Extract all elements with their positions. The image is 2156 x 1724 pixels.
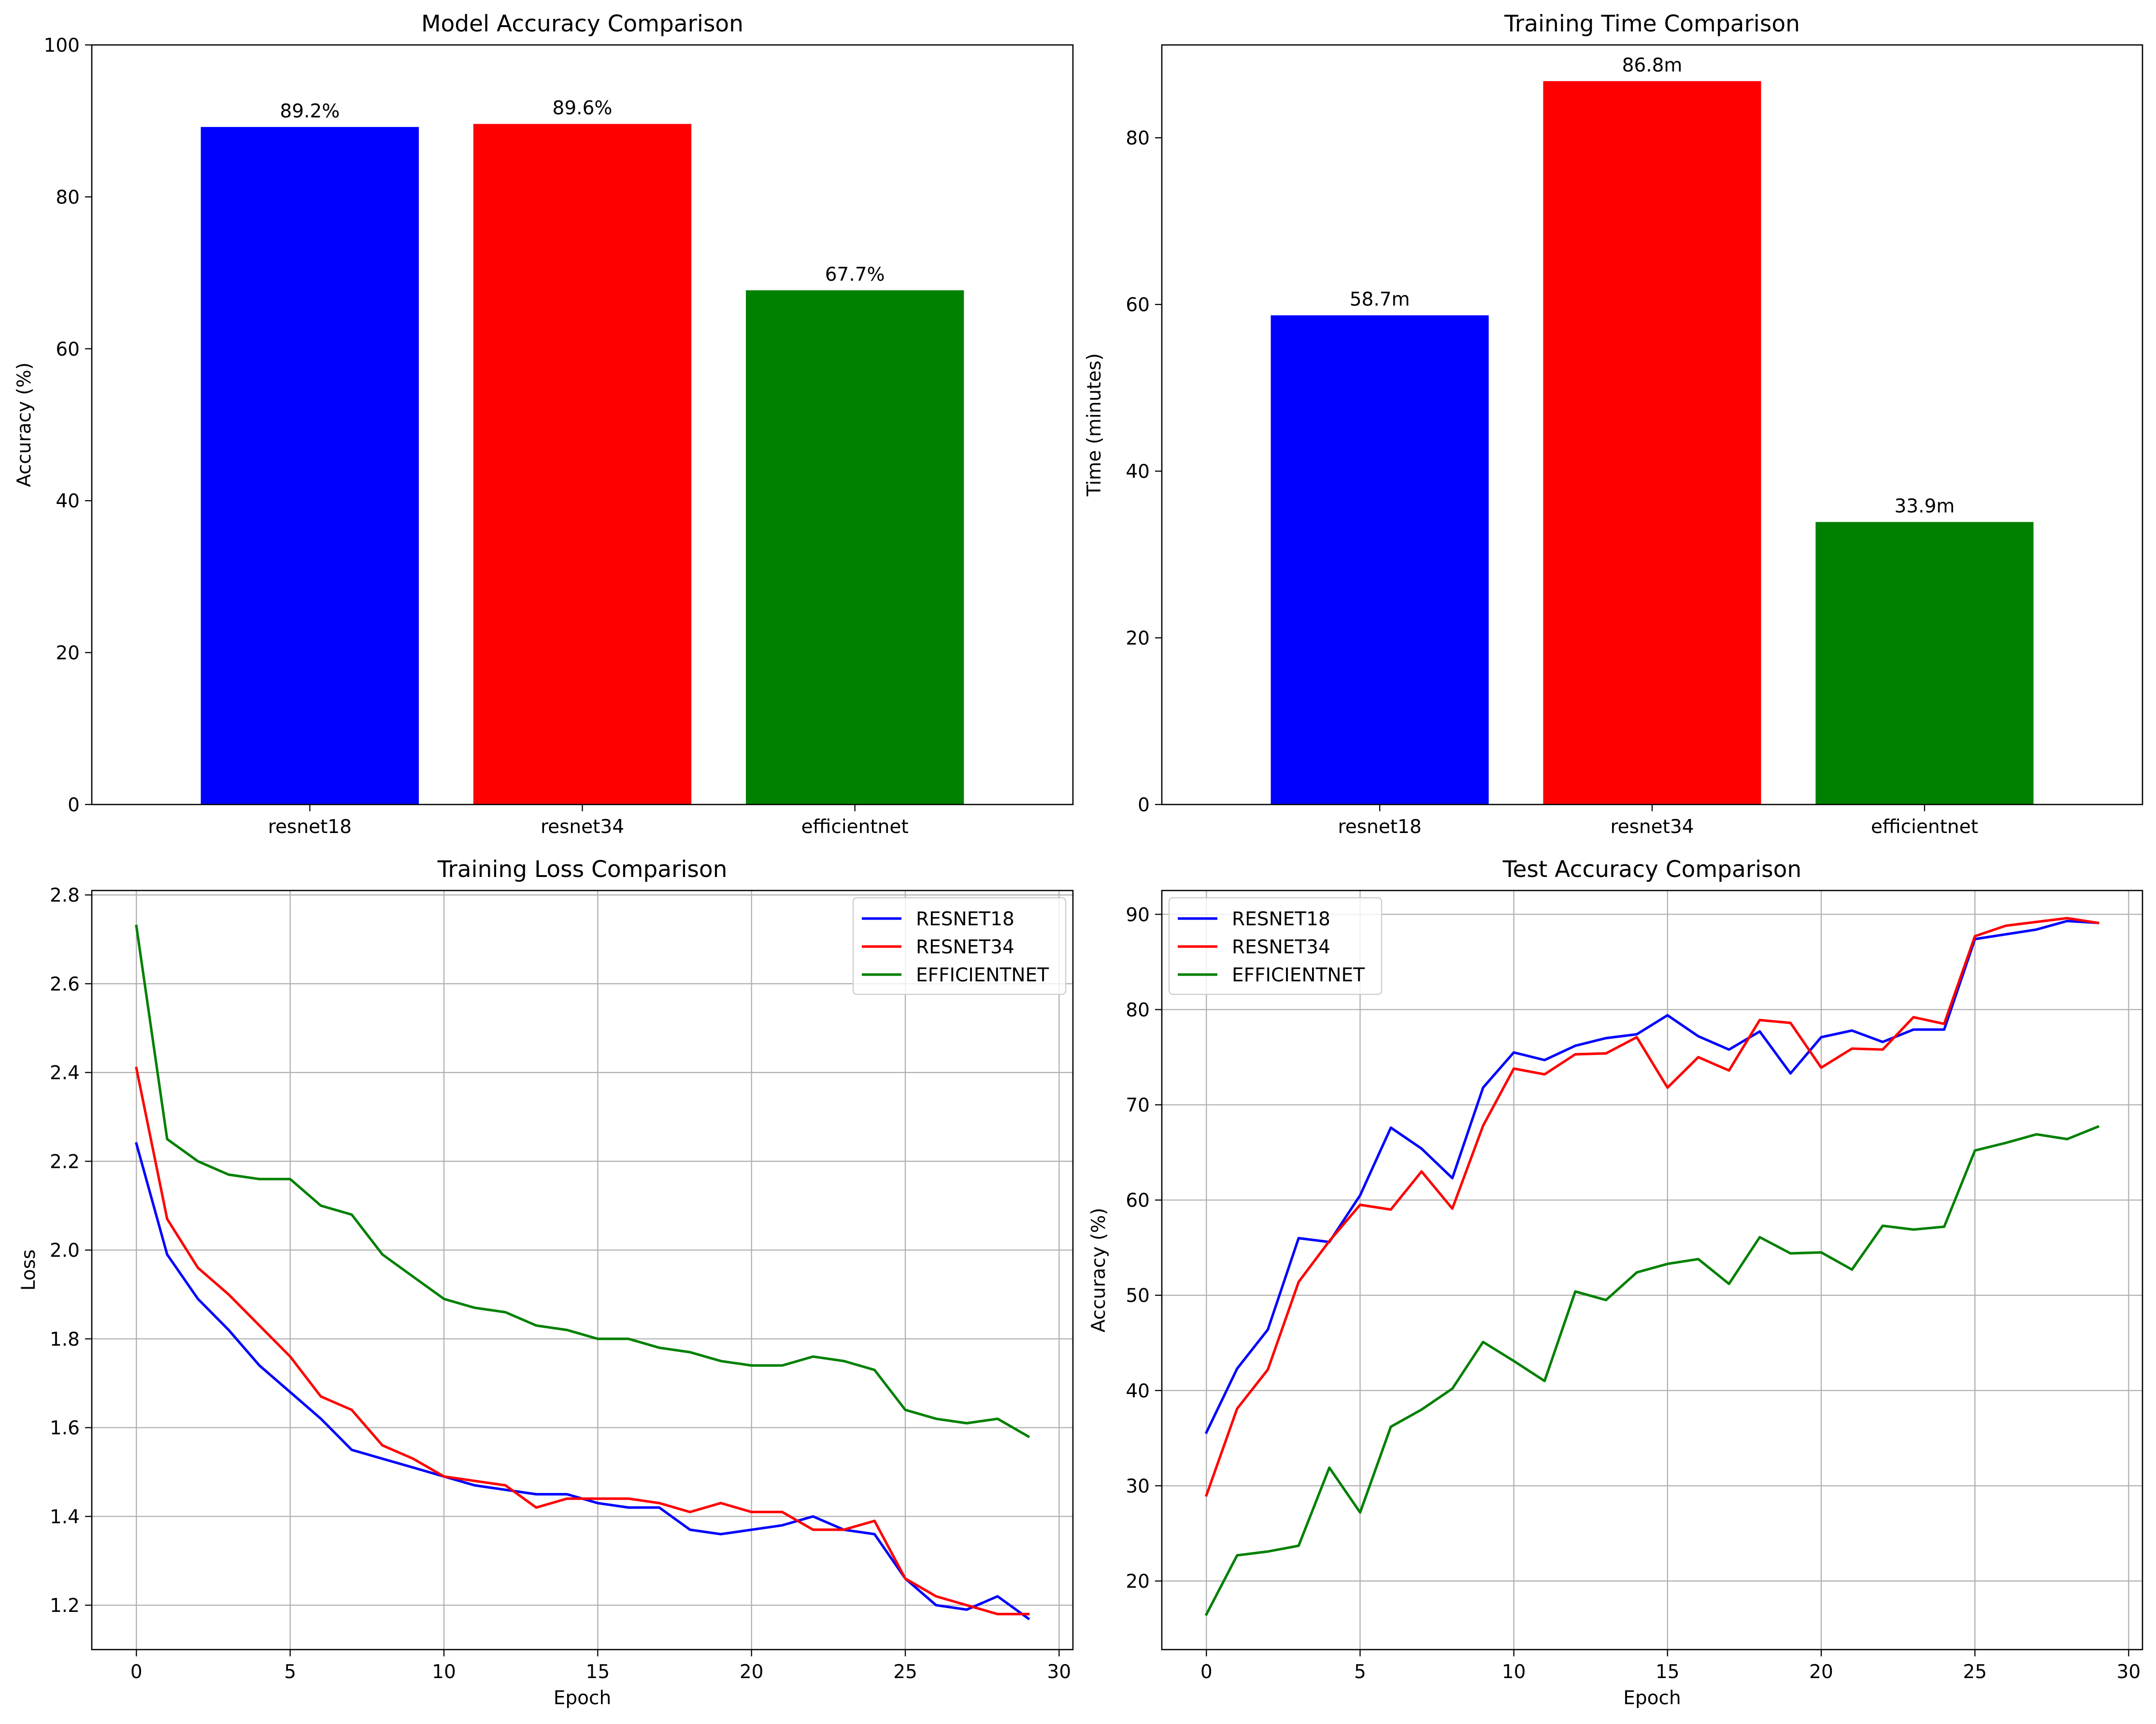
bar-resnet18 — [200, 127, 419, 805]
legend-box — [1168, 897, 1383, 995]
y-tick-label: 40 — [56, 490, 80, 512]
chart-1: 58.7m resnet18 86.8m resnet34 33.9m efficient… — [1084, 11, 2143, 838]
axes-frame — [91, 890, 1074, 1651]
y-tick-label: 1.4 — [50, 1506, 80, 1528]
x-tick-label: 5 — [284, 1661, 296, 1683]
legend-label: RESNET18 — [916, 908, 1014, 930]
bar-value-label: 33.9m — [1894, 495, 1955, 517]
y-tick-label: 2.4 — [50, 1063, 80, 1084]
y-tick-label: 2.2 — [50, 1151, 80, 1173]
x-axis-label: Epoch — [554, 1687, 611, 1709]
bar-resnet18 — [1271, 315, 1489, 805]
legend-label: EFFICIENTNET — [1232, 964, 1365, 986]
x-tick-label: efficientnet — [1871, 816, 1978, 838]
y-tick-label: 1.2 — [50, 1595, 80, 1617]
bar-resnet34 — [473, 124, 692, 805]
series-line-efficientnet — [135, 924, 1030, 1438]
y-tick-label: 2.0 — [50, 1240, 80, 1262]
y-tick-label: 1.6 — [50, 1418, 80, 1439]
y-tick-label: 80 — [56, 187, 80, 208]
x-tick-label: 20 — [740, 1661, 764, 1683]
y-tick-label: 100 — [44, 35, 80, 57]
y-tick-label: 70 — [1126, 1095, 1150, 1117]
bar-efficientnet — [1815, 522, 2034, 805]
y-tick-label: 20 — [1126, 1571, 1150, 1593]
x-tick-label: 30 — [1047, 1661, 1071, 1683]
chart-title: Training Time Comparison — [1504, 11, 1800, 37]
y-tick-label: 80 — [1126, 128, 1150, 149]
x-tick-label: 10 — [1502, 1661, 1526, 1683]
bar-resnet34 — [1543, 81, 1761, 805]
x-tick-label: 0 — [130, 1661, 143, 1683]
y-axis-label: Time (minutes) — [1084, 353, 1105, 497]
bar-value-label: 86.8m — [1622, 55, 1683, 76]
y-tick-label: 60 — [56, 339, 80, 360]
bar-value-label: 67.7% — [825, 264, 885, 286]
y-tick-label: 50 — [1126, 1285, 1150, 1307]
chart-0: 89.2% resnet18 89.6% resnet34 67.7% efficient… — [14, 11, 1074, 838]
chart-2: 0 5 10 15 20 25 30 1.2 1.4 1.6 1.8 2.0 2.2 2.4 2.6 2.8 T… — [18, 856, 1074, 1709]
legend-box — [852, 897, 1067, 995]
y-tick-label: 40 — [1126, 1380, 1150, 1402]
bar-efficientnet — [746, 290, 964, 805]
y-tick-label: 90 — [1126, 904, 1150, 926]
axes-frame — [1161, 44, 2143, 805]
x-tick-label: 20 — [1809, 1661, 1833, 1683]
axes-frame — [91, 44, 1074, 805]
y-tick-label: 60 — [1126, 1190, 1150, 1212]
x-tick-label: resnet18 — [1338, 816, 1422, 838]
y-tick-label: 0 — [68, 794, 80, 816]
legend: RESNET18 RESNET34 EFFICIENTNET — [852, 897, 1067, 995]
y-tick-label: 1.8 — [50, 1329, 80, 1350]
x-tick-label: resnet34 — [1610, 816, 1694, 838]
legend: RESNET18 RESNET34 EFFICIENTNET — [1168, 897, 1383, 995]
y-tick-label: 80 — [1126, 999, 1150, 1021]
chart-title: Model Accuracy Comparison — [421, 11, 743, 37]
series-line-resnet34 — [1204, 917, 2099, 1497]
x-tick-label: 15 — [586, 1661, 610, 1683]
x-tick-label: 15 — [1656, 1661, 1680, 1683]
legend-label: RESNET34 — [916, 936, 1014, 958]
x-tick-label: 25 — [893, 1661, 917, 1683]
y-tick-label: 30 — [1126, 1476, 1150, 1497]
x-tick-label: 5 — [1354, 1661, 1366, 1683]
y-tick-label: 20 — [1126, 628, 1150, 649]
chart-3: 0 5 10 15 20 25 30 20 30 40 50 60 70 80 90 Test Accurac… — [1088, 856, 2143, 1709]
y-tick-label: 2.8 — [50, 885, 80, 906]
y-tick-label: 40 — [1126, 461, 1150, 483]
legend-label: RESNET18 — [1232, 908, 1330, 930]
bar-value-label: 89.2% — [280, 101, 340, 122]
x-tick-label: efficientnet — [801, 816, 909, 838]
x-tick-label: 30 — [2117, 1661, 2141, 1683]
x-tick-label: resnet18 — [268, 816, 352, 838]
series-line-resnet18 — [1204, 919, 2099, 1435]
y-tick-label: 20 — [56, 643, 80, 664]
axes-frame — [1161, 890, 2143, 1651]
x-tick-label: resnet34 — [541, 816, 624, 838]
bar-value-label: 89.6% — [553, 97, 613, 119]
x-tick-label: 0 — [1200, 1661, 1213, 1683]
y-axis-label: Accuracy (%) — [1088, 1208, 1110, 1333]
x-tick-label: 25 — [1963, 1661, 1987, 1683]
legend-label: RESNET34 — [1232, 936, 1330, 958]
y-tick-label: 0 — [1138, 794, 1150, 816]
series-line-efficientnet — [1204, 1125, 2100, 1616]
y-tick-label: 2.6 — [50, 974, 80, 995]
y-tick-label: 60 — [1126, 294, 1150, 316]
y-axis-label: Accuracy (%) — [14, 362, 35, 487]
series-line-resnet34 — [135, 1066, 1030, 1616]
x-axis-label: Epoch — [1623, 1687, 1681, 1709]
x-tick-label: 10 — [432, 1661, 456, 1683]
legend-label: EFFICIENTNET — [916, 964, 1049, 986]
y-axis-label: Loss — [18, 1250, 40, 1291]
bar-value-label: 58.7m — [1350, 289, 1410, 311]
chart-title: Training Loss Comparison — [437, 856, 728, 883]
chart-title: Test Accuracy Comparison — [1502, 856, 1801, 883]
